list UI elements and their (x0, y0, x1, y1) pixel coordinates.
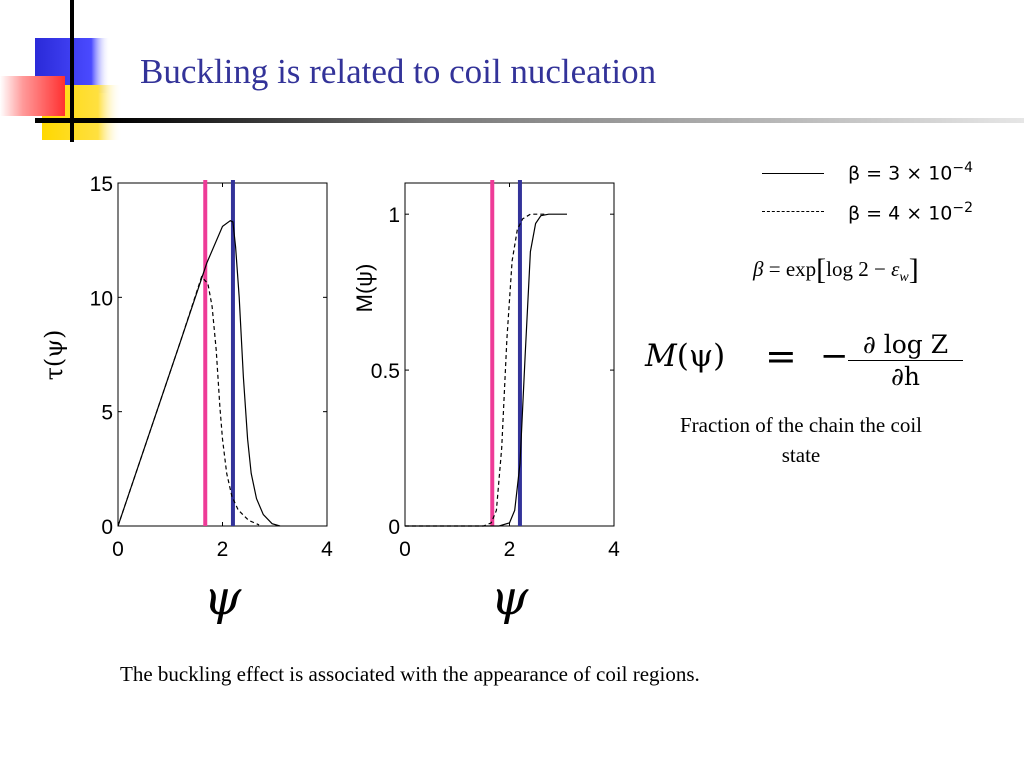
m-chart-solid-series (405, 213, 567, 527)
slide-logo (0, 0, 122, 142)
title-underline (35, 118, 1024, 123)
beta-symbol: β (753, 257, 764, 281)
tau-chart-xtick-label: 4 (321, 538, 333, 561)
m-formula-equals: = (765, 334, 797, 378)
beta-open-bracket: [ (816, 253, 827, 286)
m-chart-axes-frame (404, 182, 615, 527)
m-chart-xtick-label: 2 (504, 538, 516, 561)
m-formula-arg: (ψ) (676, 338, 726, 374)
beta-epsilon-subscript: w (899, 270, 909, 286)
m-formula-lhs: M(ψ) (645, 338, 725, 374)
tau-chart-ytick-label: 5 (101, 402, 113, 425)
tau-chart-ytick-label: 0 (101, 516, 113, 539)
legend-dashed-exponent: −2 (952, 200, 974, 216)
legend-dashed-label: β = 4 × 10−2 (848, 200, 973, 224)
tau-chart-ylabel: τ(ψ) (40, 330, 68, 381)
slide-footnote: The buckling effect is associated with t… (120, 662, 700, 686)
m-formula-fraction: ∂ log Z ∂h (848, 330, 963, 393)
beta-equals: = (768, 257, 781, 281)
legend-dashed-swatch (762, 211, 824, 212)
legend-solid-text: β = 3 × 10 (848, 162, 953, 185)
m-chart-xtick-label: 4 (608, 538, 620, 561)
legend-solid-exponent: −4 (952, 160, 974, 176)
m-formula-func: M (645, 338, 677, 374)
m-chart-ytick-label: 0.5 (371, 360, 400, 383)
beta-close-bracket: ] (908, 253, 919, 286)
m-chart-ylabel: M(ψ) (352, 264, 377, 313)
m-chart-xlabel: ψ (491, 570, 530, 626)
m-chart-ytick-label: 0 (388, 516, 400, 539)
tau-chart-axes-frame (117, 182, 328, 527)
tau-chart-dashed-series (117, 275, 260, 527)
logo-vertical-bar (70, 0, 74, 142)
m-formula-numerator: ∂ log Z (848, 330, 963, 361)
beta-exp-func: exp (785, 257, 817, 281)
tau-chart-ytick-label: 10 (90, 287, 113, 310)
legend-dashed-text: β = 4 × 10 (848, 202, 953, 225)
tau-chart-xtick-label: 0 (112, 538, 124, 561)
beta-formula: β = exp[log 2 − εw] (753, 250, 919, 286)
tau-chart-xtick-label: 2 (217, 538, 229, 561)
m-chart-xtick-label: 0 (399, 538, 411, 561)
logo-red-square (0, 76, 65, 116)
m-formula-denominator: ∂h (890, 362, 921, 391)
tau-chart-ytick-label: 15 (90, 173, 113, 196)
m-formula-minus: − (820, 336, 849, 376)
legend-solid-label: β = 3 × 10−4 (848, 160, 973, 184)
formula-caption: Fraction of the chain the coil state (679, 413, 922, 467)
slide-title: Buckling is related to coil nucleation (140, 52, 657, 91)
legend-solid-swatch (762, 173, 824, 174)
tau-chart-solid-series (117, 220, 281, 527)
m-chart-ytick-label: 1 (388, 204, 400, 227)
beta-body: log 2 − (826, 257, 892, 281)
tau-chart-xlabel: ψ (204, 570, 243, 626)
beta-epsilon: ε (891, 257, 900, 281)
